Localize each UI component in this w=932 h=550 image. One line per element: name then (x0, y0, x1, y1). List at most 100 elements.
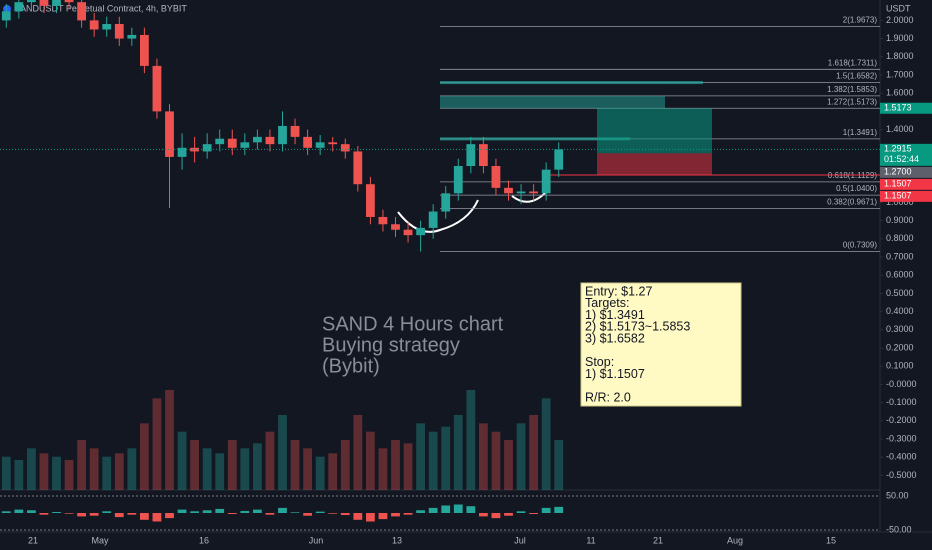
osc-bar (378, 513, 388, 520)
osc-bar (504, 513, 513, 516)
osc-bar (190, 511, 200, 513)
candle-body (315, 142, 325, 148)
osc-bar (1, 511, 11, 513)
candle-body (278, 125, 287, 145)
candle-body (89, 20, 99, 30)
candle-body (265, 136, 275, 145)
volume-bar (215, 453, 225, 490)
candle-body (114, 24, 124, 39)
osc-bar (252, 509, 262, 513)
volume-bar (165, 390, 174, 490)
volume-bar (441, 426, 451, 490)
candle-body (365, 184, 375, 217)
note-line: R/R: 2.0 (585, 390, 631, 404)
candle-body (39, 0, 49, 6)
candle-body (152, 65, 162, 112)
price-badge-label: 1.2915 (884, 144, 912, 154)
y-tick-label: -0.0000 (886, 379, 917, 389)
candle-body (64, 0, 74, 3)
candle-body (227, 138, 237, 148)
volume-bar (365, 431, 375, 490)
x-tick-label: 21 (28, 535, 38, 545)
candle-body (541, 169, 551, 194)
volume-bar (529, 415, 539, 490)
x-tick-label: 16 (199, 535, 209, 545)
candle-body (252, 136, 262, 143)
osc-bar (441, 505, 451, 513)
zone (440, 95, 665, 109)
volume-bar (303, 448, 313, 490)
osc-bar (416, 510, 426, 513)
overlay-text: Buying strategy (322, 334, 460, 356)
osc-bar (428, 507, 438, 513)
price-badge (880, 143, 932, 166)
volume-bar (516, 423, 526, 490)
note-line: Entry: $1.27 (585, 284, 652, 298)
volume-bar (353, 415, 363, 490)
symbol-icon (3, 5, 11, 13)
osc-bar (52, 511, 61, 513)
volume-bar (190, 440, 200, 490)
stop-zone (597, 153, 712, 175)
candle-body (127, 34, 137, 39)
y-tick-label: 1.6000 (886, 88, 914, 98)
volume-bar (52, 456, 61, 490)
overlay-text: SAND 4 Hours chart (322, 313, 504, 335)
osc-bar (89, 513, 99, 516)
osc-tick-label: 50.00 (886, 490, 909, 500)
y-tick-label: 0.5000 (886, 288, 914, 298)
volume-bar (453, 415, 463, 490)
fib-label: 1(1.3491) (843, 128, 878, 137)
x-tick-label: May (91, 535, 109, 545)
note-line: Stop: (585, 355, 614, 369)
target-zone (597, 108, 712, 154)
y-tick-label: -0.5000 (886, 470, 917, 480)
y-tick-label: -0.4000 (886, 452, 917, 462)
volume-bar (315, 456, 325, 490)
x-tick-label: Jul (514, 535, 526, 545)
osc-bar (541, 507, 551, 513)
osc-bar (353, 513, 363, 520)
note-line: 3) $1.6582 (585, 331, 645, 345)
volume-bar (466, 390, 476, 490)
note-line: 2) $1.5173~1.5853 (585, 320, 690, 334)
osc-bar (64, 513, 74, 514)
osc-bar (227, 513, 237, 515)
candle-body (516, 191, 526, 194)
candle-body (190, 147, 200, 152)
candle-body (177, 147, 187, 157)
osc-bar (127, 513, 137, 515)
y-tick-label: 0.6000 (886, 270, 914, 280)
candle-body (353, 151, 363, 185)
volume-bar (541, 398, 551, 490)
candle-body (328, 142, 338, 145)
volume-bar (428, 431, 438, 490)
candle-body (453, 166, 463, 194)
y-tick-label: -0.3000 (886, 433, 917, 443)
candle-body (139, 34, 149, 66)
osc-bar (340, 513, 350, 516)
volume-bar (240, 448, 250, 490)
volume-bar (328, 453, 338, 490)
fib-label: 1.272(1.5173) (827, 97, 877, 106)
y-tick-label: -0.2000 (886, 415, 917, 425)
candle-body (14, 2, 24, 12)
osc-bar (26, 510, 36, 513)
x-tick-label: 15 (826, 535, 836, 545)
y-tick-label: 0.1000 (886, 361, 914, 371)
candle-body (215, 138, 225, 145)
osc-bar (265, 513, 275, 515)
y-tick-label: 0.4000 (886, 306, 914, 316)
candle-body (52, 0, 61, 6)
candle-body (378, 216, 388, 225)
overlay-text: (Bybit) (322, 355, 380, 377)
osc-bar (491, 513, 501, 519)
volume-bar (26, 448, 36, 490)
osc-bar (365, 513, 375, 522)
fib-label: 0(0.7309) (843, 240, 878, 249)
volume-bar (416, 423, 426, 490)
volume-bar (1, 456, 11, 490)
volume-bar (152, 398, 162, 490)
candle-body (491, 166, 501, 188)
